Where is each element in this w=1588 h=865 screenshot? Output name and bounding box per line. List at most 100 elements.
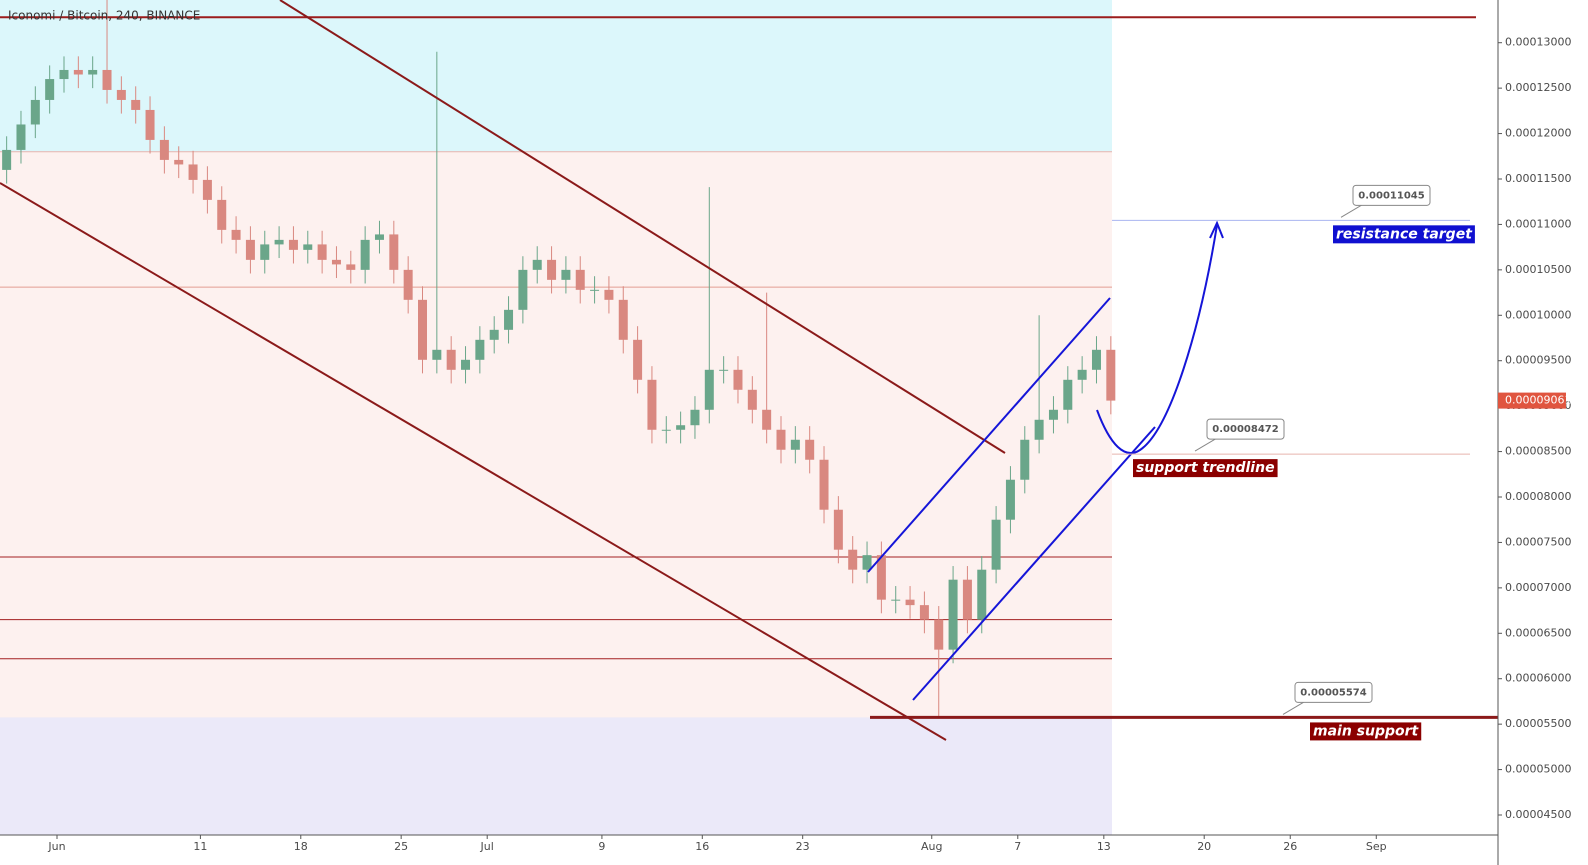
callout-pointer <box>1282 700 1306 715</box>
candle-body <box>805 439 815 460</box>
candle-body <box>317 244 327 260</box>
x-tick-label: 23 <box>796 840 810 853</box>
callout-price: 0.00005574 <box>1300 687 1366 698</box>
candle-body <box>1091 349 1101 370</box>
callout-price: 0.00008472 <box>1212 424 1278 435</box>
y-tick-label: 0.00009500 <box>1505 354 1571 367</box>
background <box>0 0 1476 835</box>
y-tick-label: 0.00008500 <box>1505 445 1571 458</box>
candle-body <box>45 79 55 100</box>
y-tick-label: 0.00008000 <box>1505 490 1571 503</box>
candle-body <box>991 519 1001 570</box>
x-tick-label: 13 <box>1097 840 1111 853</box>
candle-body <box>346 264 356 270</box>
annotations: 0.00011045 resistance target 0.00008472 sup… <box>870 184 1498 741</box>
candle-body <box>489 329 499 340</box>
candle-body <box>217 199 227 230</box>
y-tick-label: 0.00011500 <box>1505 172 1571 185</box>
candle-body <box>676 425 686 430</box>
candle-body <box>231 229 241 240</box>
callout-box <box>1206 418 1285 440</box>
y-tick-label: 0.00005000 <box>1505 763 1571 776</box>
y-tick-label: 0.00013000 <box>1505 36 1571 49</box>
candle-body <box>690 409 700 426</box>
candle-body <box>504 309 514 330</box>
upper-zone <box>0 0 1112 152</box>
candle-body <box>1063 379 1073 410</box>
y-tick-label: 0.00005500 <box>1505 717 1571 730</box>
x-tick-label: Jun <box>47 840 65 853</box>
candle-body <box>776 429 786 450</box>
candle-body <box>2 149 12 170</box>
callout-label: main support <box>1313 723 1420 739</box>
drawings <box>0 0 1224 741</box>
candle-body <box>59 69 69 80</box>
chart-title: Iconomi / Bitcoin, 240, BINANCE <box>8 9 200 23</box>
candle-body <box>1048 409 1058 420</box>
x-tick-label: 11 <box>193 840 207 853</box>
candle-body <box>647 379 657 430</box>
x-tick-label: 16 <box>695 840 709 853</box>
candle-body <box>962 579 972 620</box>
callout-box <box>1352 184 1431 206</box>
candle-body <box>1077 369 1087 380</box>
callout-label-bg <box>1133 459 1278 478</box>
candle-body <box>16 124 26 150</box>
candle-body <box>174 159 184 165</box>
candle-body <box>532 259 542 270</box>
y-tick-label: 0.00011000 <box>1505 217 1571 230</box>
candle-body <box>819 459 829 510</box>
candle-body <box>446 349 456 370</box>
candle-body <box>260 244 270 260</box>
y-tick-label: 0.00012500 <box>1505 81 1571 94</box>
candle-body <box>188 164 198 180</box>
x-tick-label: 9 <box>598 840 605 853</box>
candle-body <box>633 339 643 380</box>
candle-body <box>518 269 528 310</box>
candle-body <box>590 289 600 291</box>
callout-label: support trendline <box>1136 460 1275 476</box>
candle-body <box>303 244 313 250</box>
callout-label: resistance target <box>1336 226 1473 242</box>
x-tick-label: 7 <box>1014 840 1021 853</box>
candle-body <box>403 269 413 300</box>
candle-body <box>1005 479 1015 520</box>
x-tick-label: Jul <box>480 840 494 853</box>
trendline <box>0 182 947 741</box>
x-tick-label: 20 <box>1197 840 1211 853</box>
axes: 0.00004500 0.00005000 0.00005500 0.00006000… <box>47 36 1571 853</box>
callout-price: 0.00011045 <box>1358 190 1424 201</box>
candle-body <box>274 239 284 245</box>
y-tick-label: 0.00007500 <box>1505 535 1571 548</box>
candle-body <box>1034 419 1044 440</box>
candle-body <box>360 239 370 270</box>
callout-pointer <box>1340 203 1364 218</box>
candle-body <box>30 99 40 125</box>
candle-body <box>905 599 915 606</box>
candle-body <box>389 234 399 270</box>
arrow-head <box>1209 220 1224 239</box>
y-tick-label: 0.00006500 <box>1505 626 1571 639</box>
candle-body <box>331 259 341 265</box>
candle-body <box>202 179 212 200</box>
candle-body <box>547 259 557 280</box>
lower-zone <box>0 717 1112 835</box>
candle-body <box>131 99 141 110</box>
candle-body <box>977 569 987 620</box>
channel-line <box>867 297 1111 573</box>
candle-body <box>934 619 944 650</box>
x-tick-label: 25 <box>394 840 408 853</box>
candle-body <box>73 69 83 75</box>
candle-body <box>475 339 485 360</box>
candle-body <box>1020 439 1030 480</box>
candle-body <box>704 369 714 410</box>
x-tick-label: 26 <box>1283 840 1297 853</box>
candle-body <box>733 369 743 390</box>
candle-body <box>719 369 729 371</box>
y-tick-label: 0.00006000 <box>1505 672 1571 685</box>
x-tick-label: Aug <box>921 840 942 853</box>
callout-label-bg <box>1310 722 1422 741</box>
y-tick-label: 0.00007000 <box>1505 581 1571 594</box>
